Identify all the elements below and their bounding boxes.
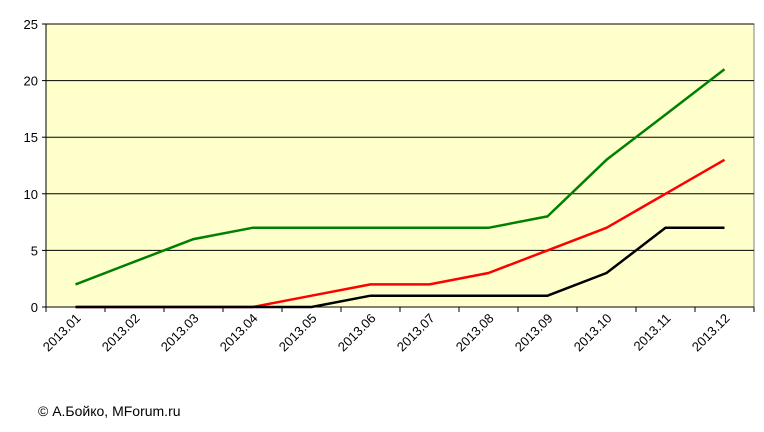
x-tick-label: 2013.10 (571, 311, 615, 355)
copyright-credit: © А.Бойко, MForum.ru (38, 403, 181, 419)
y-tick-label: 10 (24, 187, 38, 202)
x-tick-label: 2013.09 (512, 311, 556, 355)
y-tick-label: 15 (24, 130, 38, 145)
x-tick-label: 2013.03 (158, 311, 202, 355)
x-tick-label: 2013.08 (453, 311, 497, 355)
series-line-1 (75, 68, 726, 286)
x-tick-label: 2013.02 (99, 311, 143, 355)
x-tick-label: 2013.12 (689, 311, 733, 355)
x-axis-ticks: 2013.01 2013.02 2013.03 2013.04 2013.05 2013.… (40, 307, 755, 355)
x-tick-label: 2013.11 (630, 311, 673, 354)
plot-area (45, 23, 755, 308)
y-tick-label: 0 (31, 300, 38, 315)
y-tick-label: 20 (24, 74, 38, 89)
series-lines (75, 68, 726, 309)
x-tick-label: 2013.05 (276, 311, 320, 355)
x-tick-label: 2013.04 (217, 311, 261, 355)
x-tick-label: 2013.01 (40, 311, 84, 355)
y-tick-label: 25 (24, 17, 38, 32)
x-tick-label: 2013.07 (394, 311, 438, 355)
x-tick-label: 2013.06 (335, 311, 379, 355)
y-tick-label: 5 (31, 243, 38, 258)
series-line-3 (75, 226, 725, 309)
